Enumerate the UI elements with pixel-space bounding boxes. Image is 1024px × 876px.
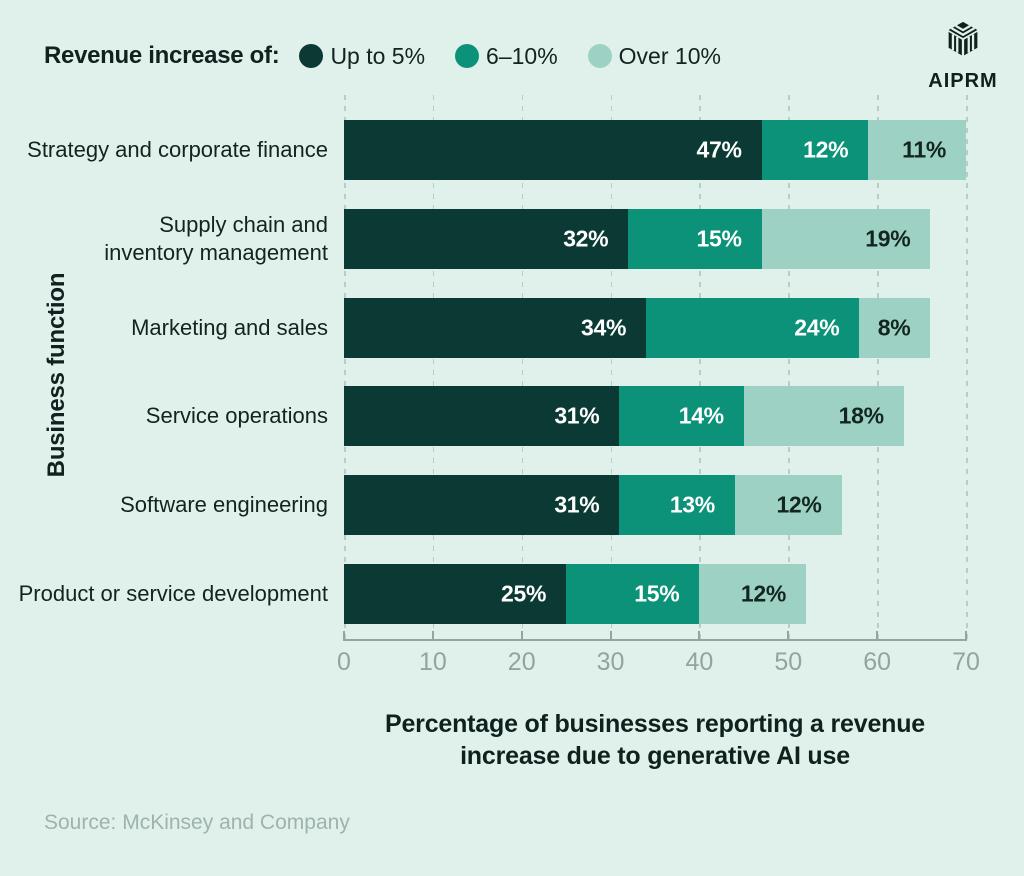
bar-segment-up-to-5: 34% bbox=[344, 297, 647, 358]
bar-segment-up-to-5: 25% bbox=[344, 563, 567, 624]
bar-value-label: 25% bbox=[501, 580, 547, 607]
bar-segment-6-10: 12% bbox=[761, 120, 869, 180]
legend-items: Up to 5% 6–10% Over 10% bbox=[299, 43, 751, 70]
x-axis-tick-40 bbox=[698, 631, 701, 639]
bar-value-label: 12% bbox=[803, 136, 849, 163]
bar-track: 25% 15% 12% bbox=[344, 563, 966, 624]
bar-value-label: 34% bbox=[580, 314, 627, 341]
bar-value-label: 14% bbox=[678, 402, 724, 429]
legend-title: Revenue increase of: bbox=[44, 42, 280, 69]
category-label: Software engineering bbox=[120, 492, 328, 518]
x-axis-tick-label-40: 40 bbox=[685, 648, 714, 676]
bar-segment-over-10: 11% bbox=[868, 120, 966, 180]
category-label: Marketing and sales bbox=[131, 314, 328, 340]
bar-segment-up-to-5: 32% bbox=[344, 208, 629, 269]
bar-row: Strategy and corporate finance 47% 12% 11% bbox=[0, 120, 966, 180]
x-axis-tick-label-30: 30 bbox=[596, 648, 625, 676]
bar-segment-6-10: 15% bbox=[566, 563, 700, 624]
legend-dot-icon bbox=[455, 44, 480, 68]
aiprm-logo: AIPRM bbox=[918, 18, 1008, 93]
bar-track: 47% 12% 11% bbox=[344, 120, 966, 180]
bar-segment-up-to-5: 47% bbox=[344, 120, 762, 180]
bar-value-label: 31% bbox=[554, 491, 600, 518]
x-axis-tick-50 bbox=[787, 631, 790, 639]
bar-value-label: 32% bbox=[563, 225, 609, 252]
bar-value-label: 19% bbox=[865, 225, 911, 252]
bar-segment-up-to-5: 31% bbox=[344, 386, 620, 447]
bar-segment-over-10: 12% bbox=[699, 563, 807, 624]
x-axis-tick-label-0: 0 bbox=[337, 648, 351, 676]
bar-segment-over-10: 19% bbox=[761, 208, 931, 269]
bar-row: Marketing and sales 34% 24% 8% bbox=[0, 297, 966, 358]
bar-segment-over-10: 8% bbox=[859, 297, 931, 358]
legend-dot-icon bbox=[299, 44, 324, 68]
legend-item-over-10: Over 10% bbox=[587, 42, 721, 70]
gridline-70 bbox=[966, 95, 968, 640]
bar-track: 31% 14% 18% bbox=[344, 386, 966, 447]
x-axis-tick-label-50: 50 bbox=[774, 648, 803, 676]
x-axis-tick-20 bbox=[520, 631, 523, 639]
x-axis-tick-10 bbox=[431, 631, 434, 639]
bar-segment-6-10: 13% bbox=[619, 475, 735, 536]
bar-value-label: 47% bbox=[696, 136, 742, 163]
legend-item-label: 6–10% bbox=[486, 42, 558, 69]
bar-value-label: 11% bbox=[902, 136, 946, 163]
bar-value-label: 8% bbox=[877, 314, 911, 341]
source-note: Source: McKinsey and Company bbox=[44, 811, 350, 834]
bar-row: Product or service development 25% 15% 12% bbox=[0, 563, 966, 624]
bar-value-label: 24% bbox=[794, 314, 840, 341]
bar-value-label: 12% bbox=[740, 580, 787, 607]
category-label: Product or service development bbox=[18, 580, 328, 606]
bar-segment-6-10: 15% bbox=[628, 208, 762, 269]
bar-segment-up-to-5: 31% bbox=[344, 475, 620, 536]
legend: Revenue increase of: Up to 5% 6–10% Over 1… bbox=[44, 42, 751, 70]
bar-row: Supply chain and inventory management 32%… bbox=[0, 208, 966, 269]
x-axis-tick-30 bbox=[609, 631, 612, 639]
category-label: Service operations bbox=[145, 403, 328, 429]
bar-value-label: 31% bbox=[554, 402, 600, 429]
x-axis-title: Percentage of businesses reporting a rev… bbox=[384, 710, 925, 770]
bar-track: 31% 13% 12% bbox=[344, 475, 966, 536]
bar-row: Service operations 31% 14% 18% bbox=[0, 386, 966, 447]
x-axis-line bbox=[343, 639, 967, 641]
x-axis-tick-0 bbox=[343, 631, 345, 639]
bar-segment-over-10: 12% bbox=[734, 475, 842, 536]
x-axis: 0 10 20 30 40 50 60 70 bbox=[337, 631, 980, 681]
bar-segment-6-10: 14% bbox=[619, 386, 744, 447]
bar-segment-6-10: 24% bbox=[646, 297, 860, 358]
y-axis-title: Business function bbox=[43, 272, 70, 478]
legend-item-label: Up to 5% bbox=[330, 42, 426, 69]
legend-dot-icon bbox=[587, 44, 612, 68]
bar-track: 32% 15% 19% bbox=[344, 208, 966, 269]
x-axis-tick-60 bbox=[876, 631, 879, 639]
bar-rows: Strategy and corporate finance 47% 12% 11% S… bbox=[0, 120, 966, 624]
legend-item-label: Over 10% bbox=[618, 42, 721, 69]
category-label: Strategy and corporate finance bbox=[27, 137, 328, 162]
bar-value-label: 15% bbox=[634, 580, 680, 607]
category-label: Supply chain and inventory management bbox=[104, 211, 328, 265]
aiprm-logo-text: AIPRM bbox=[928, 70, 998, 92]
x-axis-tick-label-60: 60 bbox=[863, 648, 892, 676]
bar-row: Software engineering 31% 13% 12% bbox=[0, 475, 966, 536]
legend-item-up-to-5: Up to 5% bbox=[299, 43, 425, 70]
bar-value-label: 18% bbox=[838, 402, 884, 429]
bar-value-label: 15% bbox=[696, 225, 742, 252]
bar-value-label: 12% bbox=[776, 491, 822, 518]
x-axis-tick-label-70: 70 bbox=[952, 648, 980, 676]
aiprm-cube-icon bbox=[948, 21, 978, 56]
legend-item-6-10: 6–10% bbox=[455, 43, 558, 70]
bar-value-label: 13% bbox=[669, 491, 715, 518]
x-axis-tick-label-20: 20 bbox=[507, 648, 536, 676]
x-axis-tick-label-10: 10 bbox=[418, 648, 447, 676]
bar-segment-over-10: 18% bbox=[743, 386, 904, 447]
bar-track: 34% 24% 8% bbox=[344, 297, 966, 358]
x-axis-tick-70 bbox=[965, 631, 967, 639]
